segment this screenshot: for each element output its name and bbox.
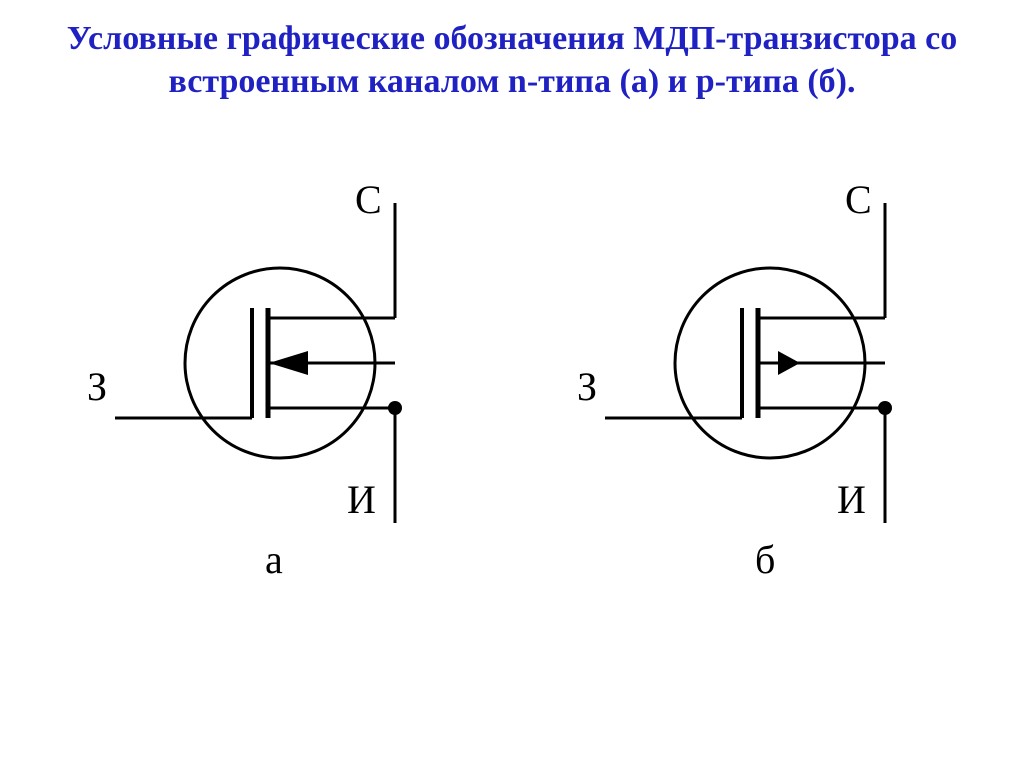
source-label: И <box>347 477 376 522</box>
transistor-symbol: С З Иб <box>577 177 892 582</box>
page-title: Условные графические обозначения МДП-тра… <box>0 0 1024 103</box>
drain-label: С <box>845 177 872 222</box>
transistor-symbol: С З Иа <box>87 177 402 582</box>
sub-caption: а <box>265 537 283 582</box>
source-label: И <box>837 477 866 522</box>
gate-label: З <box>87 364 107 409</box>
diagram-area: С З Иа С З Иб <box>0 103 1024 683</box>
body-arrow <box>778 351 800 375</box>
sub-caption: б <box>755 537 775 582</box>
schematic-svg: С З Иа С З Иб <box>0 103 1024 683</box>
drain-label: С <box>355 177 382 222</box>
body-arrow <box>269 351 308 375</box>
gate-label: З <box>577 364 597 409</box>
junction-dot <box>388 401 402 415</box>
junction-dot <box>878 401 892 415</box>
